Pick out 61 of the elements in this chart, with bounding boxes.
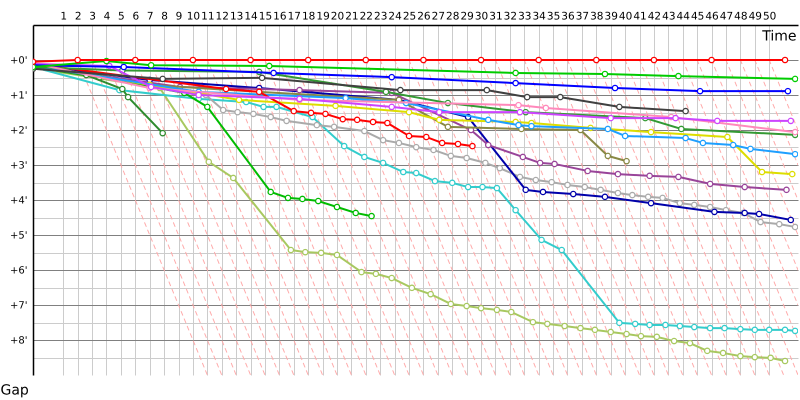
x-tick-label: 11 [201,10,215,22]
x-tick-label: 27 [432,10,446,22]
x-tick-label: 33 [518,10,532,22]
y-tick-label: +5' [10,230,28,242]
x-tick-label: 22 [360,10,373,22]
x-tick-label: 45 [690,10,704,22]
y-tick-label: +4' [10,196,28,206]
x-tick-label: 40 [618,10,632,22]
x-tick-label: 2 [74,10,82,22]
x-tick-label: 39 [604,10,618,22]
x-tick-label: 36 [561,10,575,22]
x-tick-label: 23 [374,10,388,22]
x-tick-label: 10 [186,10,200,22]
x-tick-label: 4 [104,10,111,22]
x-tick-label: 49 [748,10,762,22]
x-tick-label: 6 [132,10,140,22]
x-tick-label: 8 [161,10,168,22]
x-tick-label: 13 [230,10,244,22]
x-tick-label: 28 [446,10,460,22]
x-tick-label: 29 [460,10,474,22]
y-tick-label: +3' [10,160,28,172]
x-tick-label: 46 [705,10,720,22]
x-tick-label: 31 [489,10,503,22]
x-tick-label: 42 [648,10,662,22]
x-axis-title: Time [761,28,796,44]
x-tick-label: 50 [763,10,776,22]
x-tick-label: 32 [504,10,518,22]
y-tick-label: +8' [10,336,28,346]
x-tick-label: 35 [546,10,560,22]
x-tick-label: 26 [417,10,431,22]
x-tick-label: 25 [402,10,416,22]
x-tick-label: 9 [176,10,182,22]
x-tick-label: 20 [330,10,344,22]
x-tick-label: 44 [676,10,690,22]
y-tick-label: +7' [10,300,28,312]
x-tick-label: 19 [316,10,330,22]
x-tick-label: 17 [288,10,301,22]
x-tick-label: 12 [216,10,229,22]
x-tick-label: 3 [89,10,96,22]
x-tick-label: 48 [734,10,748,22]
x-tick-label: 15 [258,10,272,22]
x-tick-label: 24 [388,10,402,22]
x-tick-label: 38 [590,10,604,22]
x-tick-label: 34 [532,10,546,22]
x-tick-label: 5 [118,10,125,22]
x-tick-label: 14 [244,10,258,22]
x-tick-label: 43 [662,10,676,22]
x-tick-label: 47 [720,10,734,22]
x-tick-label: 16 [273,10,287,22]
y-tick-label: +0' [10,56,28,66]
y-tick-label: +1' [10,90,28,102]
y-axis-title: Gap [0,382,29,398]
x-tick-label: 37 [576,10,590,22]
y-tick-label: +2' [10,126,28,136]
x-tick-label: 30 [474,10,488,22]
x-tick-label: 1 [60,10,68,22]
x-tick-label: 41 [633,10,647,22]
x-tick-label: 18 [302,10,316,22]
y-tick-label: +6' [10,266,28,276]
x-tick-label: 21 [345,10,359,22]
x-tick-label: 7 [146,10,154,22]
